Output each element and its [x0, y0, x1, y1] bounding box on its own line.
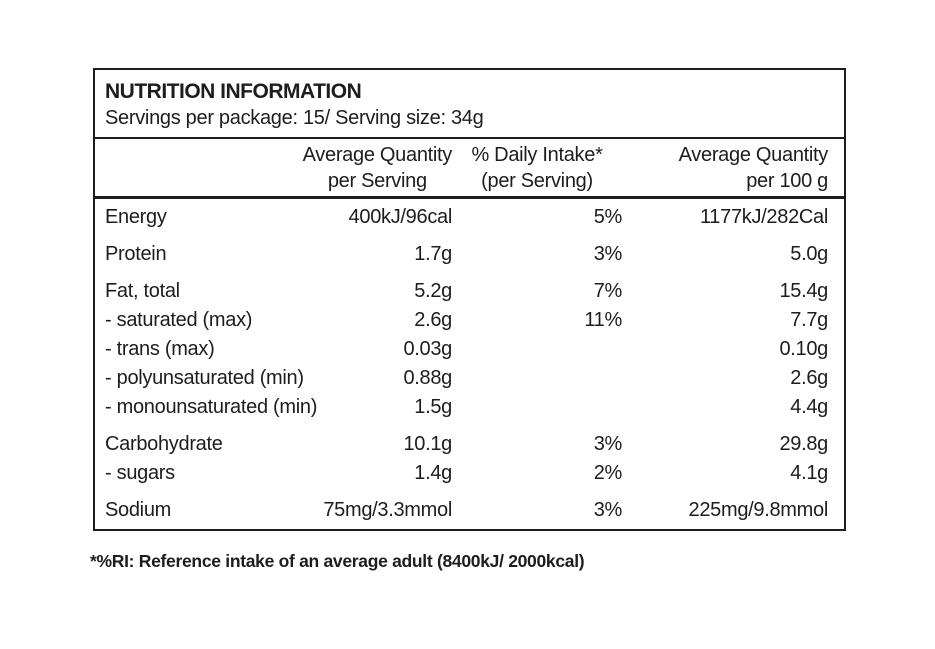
table-row: - monounsaturated (min) 1.5g 4.4g	[105, 393, 830, 422]
column-header-line1: Average Quantity	[678, 144, 829, 166]
daily-intake-value: 7%	[593, 280, 623, 302]
per-serving-value: 2.6g	[414, 309, 452, 331]
daily-intake-value: 3%	[593, 243, 623, 265]
per-100g-value: 7.7g	[790, 309, 828, 331]
column-headers: Average Quantity per Serving % Daily Int…	[95, 139, 844, 199]
daily-intake-value	[452, 335, 622, 364]
per-serving-value: 1.4g	[414, 462, 452, 484]
row-group-energy: Energy 400kJ/96cal 5% 1177kJ/282Cal	[105, 199, 830, 236]
per-serving-value: 5.2g	[414, 280, 452, 302]
column-header-per-serving-text: Average Quantity per Serving	[302, 142, 453, 194]
table-row: Sodium 75mg/3.3mmol 3% 225mg/9.8mmol	[105, 496, 830, 525]
table-row: - polyunsaturated (min) 0.88g 2.6g	[105, 364, 830, 393]
nutrition-panel: NUTRITION INFORMATION Servings per packa…	[93, 68, 846, 531]
table-row: - saturated (max) 2.6g 11% 7.7g	[105, 306, 830, 335]
per-serving-value: 10.1g	[403, 433, 452, 455]
column-header-daily-intake: % Daily Intake* (per Serving)	[452, 142, 622, 194]
column-header-per-serving: Average Quantity per Serving	[105, 142, 453, 194]
nutrient-name: - sugars	[105, 462, 175, 484]
per-serving-value: 1.7g	[414, 243, 452, 265]
column-header-line2: per 100 g	[746, 170, 828, 192]
nutrient-name: Sodium	[105, 499, 172, 521]
table-row: Fat, total 5.2g 7% 15.4g	[105, 277, 830, 306]
per-100g-value: 1177kJ/282Cal	[699, 206, 828, 228]
per-serving-value: 1.5g	[414, 396, 452, 418]
nutrient-name: - saturated (max)	[105, 309, 253, 331]
daily-intake-value: 11%	[584, 309, 622, 331]
per-serving-value: 400kJ/96cal	[348, 206, 453, 228]
daily-intake-value	[452, 364, 622, 393]
daily-intake-value: 3%	[593, 499, 623, 521]
panel-header: NUTRITION INFORMATION Servings per packa…	[95, 70, 844, 139]
daily-intake-value: 5%	[593, 206, 623, 228]
servings-line: Servings per package: 15/ Serving size: …	[105, 107, 484, 129]
per-100g-value: 29.8g	[779, 433, 828, 455]
per-100g-value: 15.4g	[779, 280, 828, 302]
table-row: - sugars 1.4g 2% 4.1g	[105, 459, 830, 488]
table-row: - trans (max) 0.03g 0.10g	[105, 335, 830, 364]
per-serving-value: 75mg/3.3mmol	[323, 499, 452, 521]
column-header-per-100g: Average Quantity per 100 g	[622, 142, 829, 194]
column-header-line1: % Daily Intake*	[471, 144, 603, 166]
nutrient-name: Fat, total	[105, 280, 180, 302]
column-header-line1: Average Quantity	[302, 144, 453, 166]
per-100g-value: 5.0g	[790, 243, 828, 265]
daily-intake-value	[452, 393, 622, 422]
nutrient-name: - polyunsaturated (min)	[105, 367, 304, 389]
nutrient-rows: Energy 400kJ/96cal 5% 1177kJ/282Cal Prot…	[95, 199, 844, 529]
panel-title: NUTRITION INFORMATION	[105, 80, 362, 103]
per-100g-value: 2.6g	[790, 367, 828, 389]
nutrient-name: Carbohydrate	[105, 433, 223, 455]
table-row: Carbohydrate 10.1g 3% 29.8g	[105, 430, 830, 459]
per-100g-value: 225mg/9.8mmol	[688, 499, 829, 521]
per-100g-value: 0.10g	[779, 338, 828, 360]
reference-intake-footnote: *%RI: Reference intake of an average adu…	[90, 551, 585, 571]
column-header-daily-intake-text: % Daily Intake* (per Serving)	[471, 142, 602, 194]
nutrient-name: - trans (max)	[105, 338, 215, 360]
per-serving-value: 0.03g	[403, 338, 452, 360]
nutrient-name: - monounsaturated (min)	[105, 396, 318, 418]
per-100g-value: 4.4g	[790, 396, 828, 418]
column-header-line2: (per Serving)	[481, 170, 593, 192]
table-row: Energy 400kJ/96cal 5% 1177kJ/282Cal	[105, 203, 830, 232]
row-group-fat: Fat, total 5.2g 7% 15.4g - saturated (ma…	[105, 273, 830, 426]
daily-intake-value: 3%	[593, 433, 623, 455]
nutrient-name: Energy	[105, 206, 167, 228]
table-row: Protein 1.7g 3% 5.0g	[105, 240, 830, 269]
row-group-sodium: Sodium 75mg/3.3mmol 3% 225mg/9.8mmol	[105, 492, 830, 529]
row-group-protein: Protein 1.7g 3% 5.0g	[105, 236, 830, 273]
daily-intake-value: 2%	[593, 462, 623, 484]
per-100g-value: 4.1g	[790, 462, 828, 484]
per-serving-value: 0.88g	[403, 367, 452, 389]
nutrient-name: Protein	[105, 243, 167, 265]
row-group-carbohydrate: Carbohydrate 10.1g 3% 29.8g - sugars 1.4…	[105, 426, 830, 492]
column-header-line2: per Serving	[327, 170, 427, 192]
